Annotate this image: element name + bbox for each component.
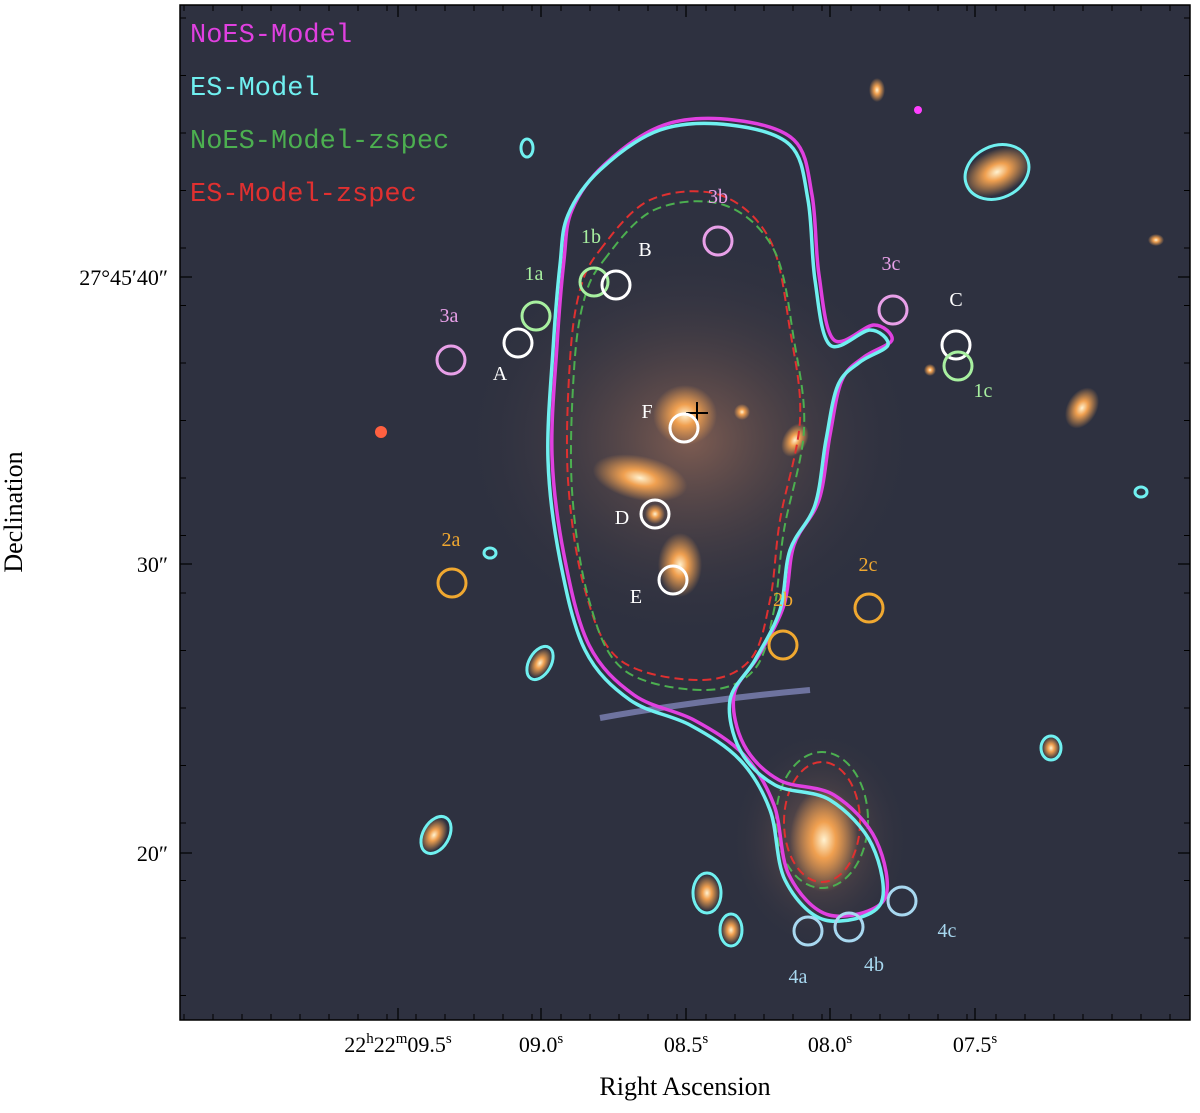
image-label: 2a	[442, 529, 461, 551]
tick-unit: s	[702, 1031, 708, 1047]
image-circle	[436, 567, 468, 599]
image-circle	[435, 344, 467, 376]
image-label: 3a	[440, 305, 459, 327]
legend-entry: NoES-Model	[190, 21, 352, 51]
x-tick-label: 22h​22m​09.5s​	[344, 1031, 452, 1057]
image-circle	[702, 225, 734, 257]
y-tick-label: 30″	[137, 552, 168, 577]
tick-part: 07.5	[953, 1032, 992, 1057]
critical-curve-es	[546, 121, 890, 923]
image-label: 3b	[708, 186, 728, 208]
plot-frame	[179, 4, 1191, 1021]
image-label: A	[493, 363, 508, 385]
critical-curve-zspec	[783, 761, 861, 883]
tick-unit: h	[366, 1031, 374, 1047]
tick-part: 09.5	[407, 1032, 446, 1057]
image-label: 1c	[974, 380, 993, 402]
y-tick-label: 27°45′40″	[79, 265, 168, 290]
image-label: 2c	[859, 554, 878, 576]
image-circle	[657, 564, 689, 596]
image-circle	[502, 327, 534, 359]
small-critical-curves	[419, 137, 1149, 948]
image-label: 4a	[789, 966, 808, 988]
image-label: 2b	[773, 589, 793, 611]
tick-unit: s	[557, 1031, 563, 1047]
image-circle	[942, 350, 974, 382]
image-label: B	[638, 239, 651, 261]
image-circle	[668, 412, 700, 444]
image-label: C	[949, 289, 962, 311]
y-axis-label: Declination	[0, 451, 28, 572]
critical-curve-zspec	[775, 751, 869, 889]
image-label: 3c	[882, 253, 901, 275]
image-label: 1b	[581, 226, 601, 248]
x-axis-label: Right Ascension	[599, 1072, 770, 1101]
legend-entry: ES-Model-zspec	[190, 180, 417, 210]
x-tick-label: 09.0s​	[519, 1031, 564, 1057]
tick-unit: s	[846, 1031, 852, 1047]
tick-part: 09.0	[519, 1032, 558, 1057]
critical-curve-zspec	[565, 190, 802, 682]
tick-unit: s	[991, 1031, 997, 1047]
image-circle	[600, 269, 632, 301]
image-circle	[792, 915, 824, 947]
critical-curve-noes	[550, 116, 894, 918]
image-circle	[520, 300, 552, 332]
tick-part: 22	[344, 1032, 366, 1057]
x-tick-label: 08.0s​	[808, 1031, 853, 1057]
image-label: D	[615, 507, 629, 529]
image-circle	[886, 885, 918, 917]
legend-entry: ES-Model	[190, 74, 320, 104]
image-circle	[578, 266, 610, 298]
image-circle	[877, 294, 909, 326]
x-tick-label: 07.5s​	[953, 1031, 998, 1057]
image-label: 4b	[864, 954, 884, 976]
image-circle	[833, 911, 865, 943]
image-circle	[767, 629, 799, 661]
image-label: E	[630, 586, 642, 608]
tick-part: 08.5	[664, 1032, 703, 1057]
image-circle	[940, 329, 972, 361]
x-tick-label: 08.5s​	[664, 1031, 709, 1057]
tick-unit: s	[446, 1031, 452, 1047]
tick-part: 08.0	[808, 1032, 847, 1057]
sky-image	[180, 5, 1190, 1020]
image-label: 1a	[525, 263, 544, 285]
y-tick-label: 20″	[137, 841, 168, 866]
image-label: F	[641, 401, 652, 423]
critical-curve-zspec	[569, 200, 806, 692]
image-label: 4c	[938, 920, 957, 942]
image-circle	[639, 498, 671, 530]
tick-part: 22	[374, 1032, 396, 1057]
image-circle	[853, 592, 885, 624]
legend-entry: NoES-Model-zspec	[190, 127, 449, 157]
tick-unit: m	[396, 1031, 408, 1047]
